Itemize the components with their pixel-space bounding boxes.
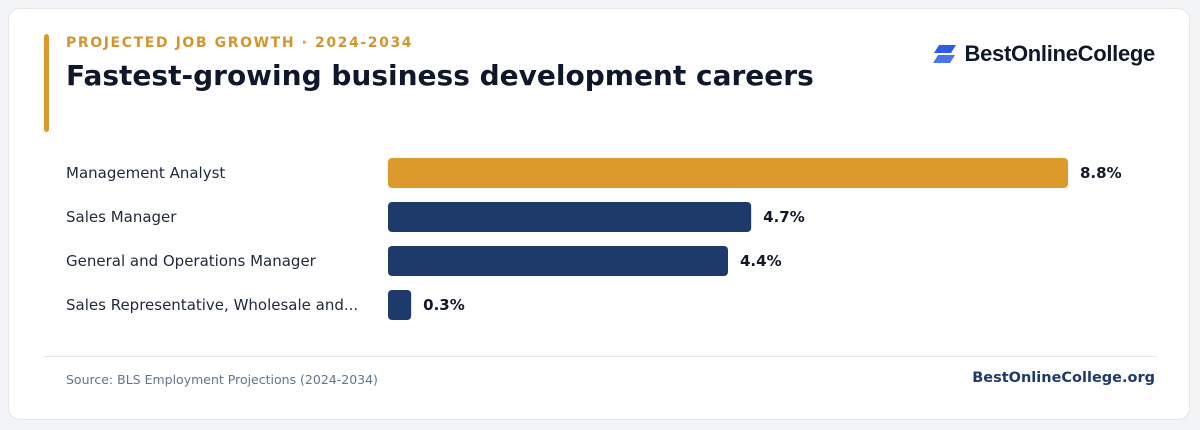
value-label: 4.4% <box>740 252 782 270</box>
stacked-parallelogram-icon <box>932 44 958 64</box>
category-label: General and Operations Manager <box>66 252 317 270</box>
bar <box>388 202 752 232</box>
accent-bar <box>44 34 49 132</box>
value-label: 8.8% <box>1080 164 1122 182</box>
category-label: Management Analyst <box>66 164 225 182</box>
chart-card: PROJECTED JOB GROWTH · 2024-2034 Fastest… <box>8 8 1190 420</box>
source-note: Source: BLS Employment Projections (2024… <box>66 372 378 387</box>
bar <box>388 158 1068 188</box>
value-label: 0.3% <box>423 296 465 314</box>
brand-logo: BestOnlineCollege <box>932 41 1156 67</box>
chart-title: Fastest-growing business development car… <box>66 59 814 92</box>
eyebrow-label: PROJECTED JOB GROWTH · 2024-2034 <box>66 35 414 51</box>
site-url: BestOnlineCollege.org <box>972 370 1155 386</box>
category-label: Sales Representative, Wholesale and... <box>66 296 358 314</box>
footer-divider <box>44 356 1157 357</box>
brand-name: BestOnlineCollege <box>964 41 1156 66</box>
value-label: 4.7% <box>763 208 805 226</box>
bar <box>388 290 412 320</box>
bar <box>388 246 728 276</box>
category-label: Sales Manager <box>66 208 177 226</box>
